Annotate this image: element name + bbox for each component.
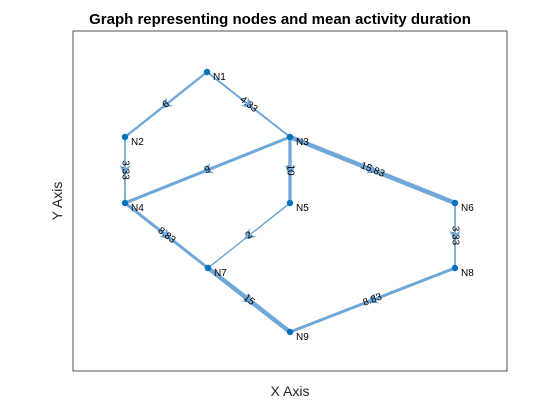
node-label-N4: N4 — [131, 203, 144, 214]
edge-label-N3-N4: 9 — [203, 164, 213, 176]
edge-arrow-N8-N9 — [365, 293, 380, 304]
node-N9 — [286, 328, 294, 336]
node-label-N3: N3 — [296, 137, 309, 148]
node-label-N5: N5 — [296, 203, 309, 214]
figure-title: Graph representing nodes and mean activi… — [89, 11, 471, 28]
node-label-N7: N7 — [214, 268, 227, 279]
edge-label-N6-N8: 3.33 — [449, 226, 460, 246]
edge-arrow-N5-N7 — [243, 228, 257, 240]
edge-arrow-N2-N4 — [119, 165, 131, 177]
edge-arrow-N3-N5 — [284, 165, 296, 177]
edge-arrow-N3-N6 — [365, 163, 379, 174]
node-N5 — [286, 199, 294, 207]
edge-arrow-N6-N8 — [449, 230, 461, 243]
edge-label-N5-N7: 2 — [243, 229, 255, 241]
node-N1 — [203, 68, 211, 76]
node-label-N9: N9 — [296, 332, 309, 343]
node-label-N1: N1 — [213, 72, 226, 83]
edge-label-N2-N4: 3.33 — [119, 160, 130, 180]
edge-arrow-N7-N9 — [241, 292, 255, 305]
nodes-layer: N1 N2 N3 N4 N5 N6 N7 N8 N9 — [121, 68, 474, 343]
node-N2 — [121, 133, 129, 141]
node-N3 — [286, 133, 294, 141]
edge-arrow-N1-N3 — [241, 97, 255, 109]
node-N6 — [451, 199, 459, 207]
node-N7 — [204, 264, 212, 272]
node-label-N2: N2 — [131, 137, 144, 148]
x-axis-label: X Axis — [271, 383, 310, 399]
node-label-N8: N8 — [461, 268, 474, 279]
node-N4 — [121, 199, 129, 207]
node-N8 — [451, 264, 459, 272]
edge-arrow-N3-N4 — [201, 163, 215, 174]
edge-arrow-N4-N7 — [159, 228, 173, 240]
edge-label-N1-N2: 6 — [160, 98, 172, 110]
edge-arrow-N1-N2 — [160, 97, 174, 109]
edges-layer — [119, 71, 461, 334]
node-label-N6: N6 — [461, 203, 474, 214]
edge-label-N3-N5: 10 — [284, 164, 295, 176]
y-axis-label: Y Axis — [49, 182, 65, 221]
